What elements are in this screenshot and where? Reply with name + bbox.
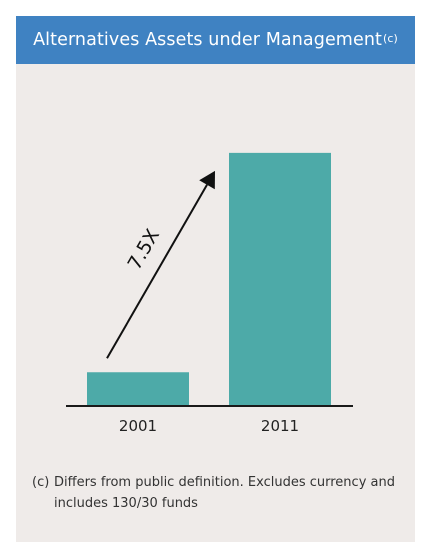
chart-header: Alternatives Assets under Management (c)	[16, 16, 415, 64]
chart-title: Alternatives Assets under Management	[33, 30, 382, 50]
x-tick-label-2001: 2001	[119, 417, 157, 435]
growth-arrow-line	[106, 184, 208, 359]
bar-2011	[229, 152, 331, 406]
footnote: (c) Differs from public definition. Excl…	[32, 472, 402, 514]
footnote-line-1: Differs from public definition. Excludes…	[54, 475, 395, 490]
growth-annotation: 7.5X	[123, 225, 164, 273]
chart-card: Alternatives Assets under Management (c) …	[16, 16, 415, 542]
x-tick-label-2011: 2011	[261, 417, 299, 435]
footnote-marker: (c)	[32, 475, 50, 490]
bar-chart: 2001 2011 7.5X	[66, 152, 353, 435]
title-footnote-ref: (c)	[382, 31, 398, 45]
footnote-line-2: includes 130/30 funds	[54, 496, 198, 511]
bar-2001	[87, 372, 189, 406]
growth-arrow-head	[199, 170, 215, 190]
